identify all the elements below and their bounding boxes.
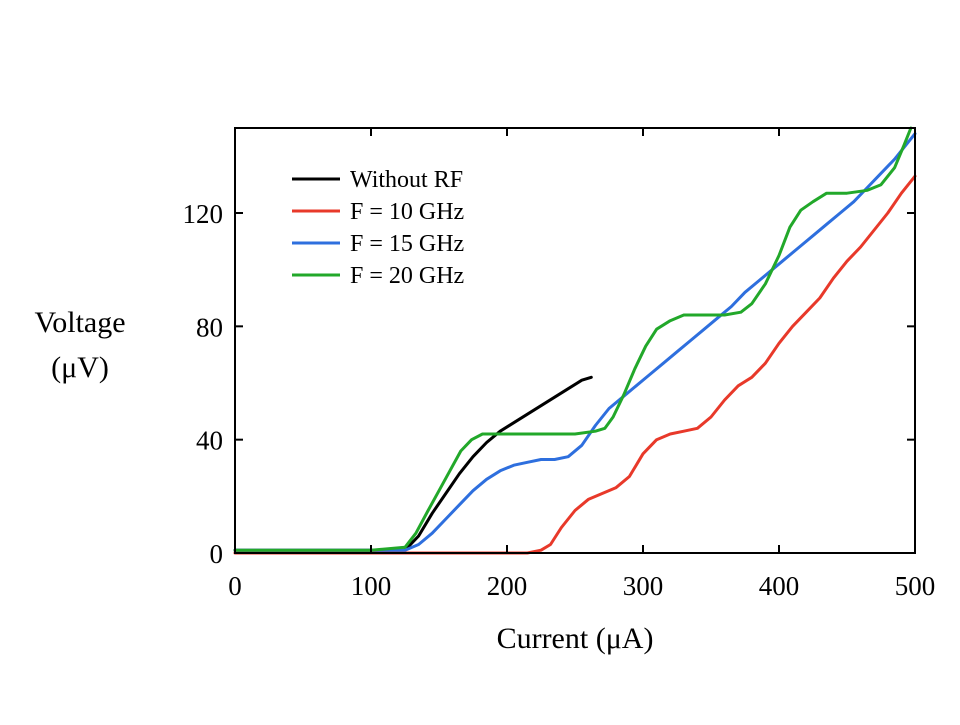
- x-tick-label: 100: [351, 571, 392, 601]
- legend-label-2: F = 15 GHz: [350, 231, 464, 257]
- y-tick-label: 0: [210, 539, 224, 569]
- series-line-1: [233, 174, 917, 555]
- x-tick-label: 400: [759, 571, 800, 601]
- series-layer: [233, 126, 917, 555]
- x-tick-label: 300: [623, 571, 664, 601]
- y-tick-label: 40: [196, 426, 223, 456]
- y-axis-title-line-1: Voltage: [34, 306, 125, 339]
- series-line-2: [233, 132, 917, 552]
- series-line-3: [233, 126, 913, 552]
- y-axis-title-line-2: (μV): [51, 351, 109, 384]
- legend-label-0: Without RF: [350, 167, 463, 193]
- x-tick-label: 0: [228, 571, 242, 601]
- y-tick-label: 120: [183, 199, 224, 229]
- x-axis-title: Current (μA): [497, 622, 654, 655]
- plot-frame: [234, 127, 916, 554]
- tick-layer: 0 100 200 300 400 500 0 40 80 120: [183, 128, 936, 601]
- legend-label-3: F = 20 GHz: [350, 263, 464, 289]
- x-tick-label: 200: [487, 571, 528, 601]
- x-tick-label: 500: [895, 571, 936, 601]
- legend-label-1: F = 10 GHz: [350, 199, 464, 225]
- legend: Without RF F = 10 GHz F = 15 GHz F = 20 GHz: [292, 167, 464, 289]
- y-tick-label: 80: [196, 312, 223, 342]
